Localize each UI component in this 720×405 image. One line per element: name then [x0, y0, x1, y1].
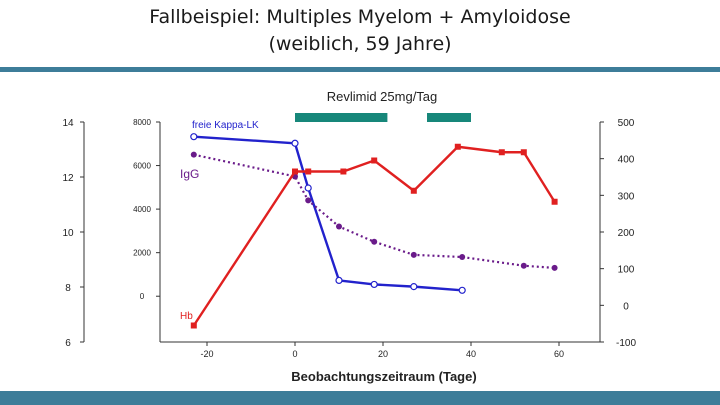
kappa-tick-label: 0: [623, 301, 629, 312]
hb-point: [190, 322, 197, 329]
x-tick-label: 60: [554, 349, 564, 359]
igg-point: [371, 238, 378, 245]
kappa-tick-label: 500: [618, 118, 635, 129]
hb-tick-label: 14: [62, 118, 74, 129]
x-axis-title: Beobachtungszeitraum (Tage): [291, 369, 476, 384]
treatment-label: Revlimid 25mg/Tag: [327, 89, 438, 104]
title-divider: [0, 67, 720, 72]
igg-point: [551, 264, 558, 271]
x-tick-label: 0: [292, 349, 297, 359]
kappa-tick-label: 400: [618, 155, 635, 166]
hb-tick-label: 8: [65, 283, 71, 294]
kappa-point: [304, 184, 312, 192]
kappa-tick-label: -100: [616, 338, 636, 349]
axes-layer: -20 0 20 40 60141210868000600040002000050040…: [62, 118, 636, 359]
igg-tick-label: 4000: [133, 205, 151, 214]
slide-title: Fallbeispiel: Multiples Myelom + Amyloid…: [0, 4, 720, 58]
igg-point: [336, 223, 342, 230]
treatment-layer: Revlimid 25mg/Tag: [295, 89, 471, 122]
kappa-point: [190, 133, 198, 141]
igg-point: [190, 151, 197, 158]
treatment-bar: [427, 113, 471, 122]
kappa-point: [370, 280, 378, 289]
series-label-hb: Hb: [180, 311, 193, 322]
hb-tick-label: 12: [62, 173, 74, 184]
igg-tick-label: 8000: [133, 118, 151, 127]
myeloma-chart: -20 0 20 40 60141210868000600040002000050040…: [62, 89, 636, 384]
igg-point: [305, 197, 312, 204]
igg-point: [520, 262, 527, 269]
kappa-tick-label: 100: [618, 265, 635, 276]
igg-point: [410, 251, 417, 258]
kappa-point: [458, 286, 466, 294]
kappa-point: [291, 139, 299, 147]
series-label-kappa: freie Kappa-LK: [192, 120, 259, 131]
hb-point: [340, 168, 347, 175]
series-line: [192, 145, 556, 327]
hb-point: [292, 168, 298, 175]
igg-tick-label: 2000: [133, 249, 151, 258]
series-line: [193, 153, 555, 270]
series-layer: [190, 133, 558, 329]
kappa-point: [410, 283, 418, 291]
igg-point: [459, 254, 466, 261]
hb-point: [520, 149, 527, 156]
footer-bar: [0, 391, 720, 405]
igg-tick-label: 6000: [133, 162, 151, 171]
hb-point: [371, 157, 378, 164]
x-tick-label: 20: [378, 349, 388, 359]
treatment-bar: [295, 113, 388, 122]
hb-point: [305, 168, 312, 175]
igg-tick-label: 0: [140, 292, 145, 301]
title-line-2: (weiblich, 59 Jahre): [268, 33, 452, 55]
hb-point: [454, 143, 461, 150]
x-tick-label: -20: [200, 349, 213, 359]
hb-tick-label: 10: [62, 228, 74, 239]
series-labels: freie Kappa-LK IgG Hb: [180, 120, 259, 322]
x-tick-label: 40: [466, 349, 476, 359]
hb-point: [551, 198, 558, 205]
kappa-point: [335, 276, 343, 284]
hb-point: [410, 187, 417, 194]
title-line-1: Fallbeispiel: Multiples Myelom + Amyloid…: [149, 6, 571, 28]
series-line: [193, 135, 463, 292]
series-label-igg: IgG: [180, 167, 199, 181]
kappa-tick-label: 200: [618, 228, 635, 239]
hb-point: [498, 149, 505, 156]
hb-tick-label: 6: [65, 338, 71, 349]
kappa-tick-label: 300: [618, 191, 635, 202]
